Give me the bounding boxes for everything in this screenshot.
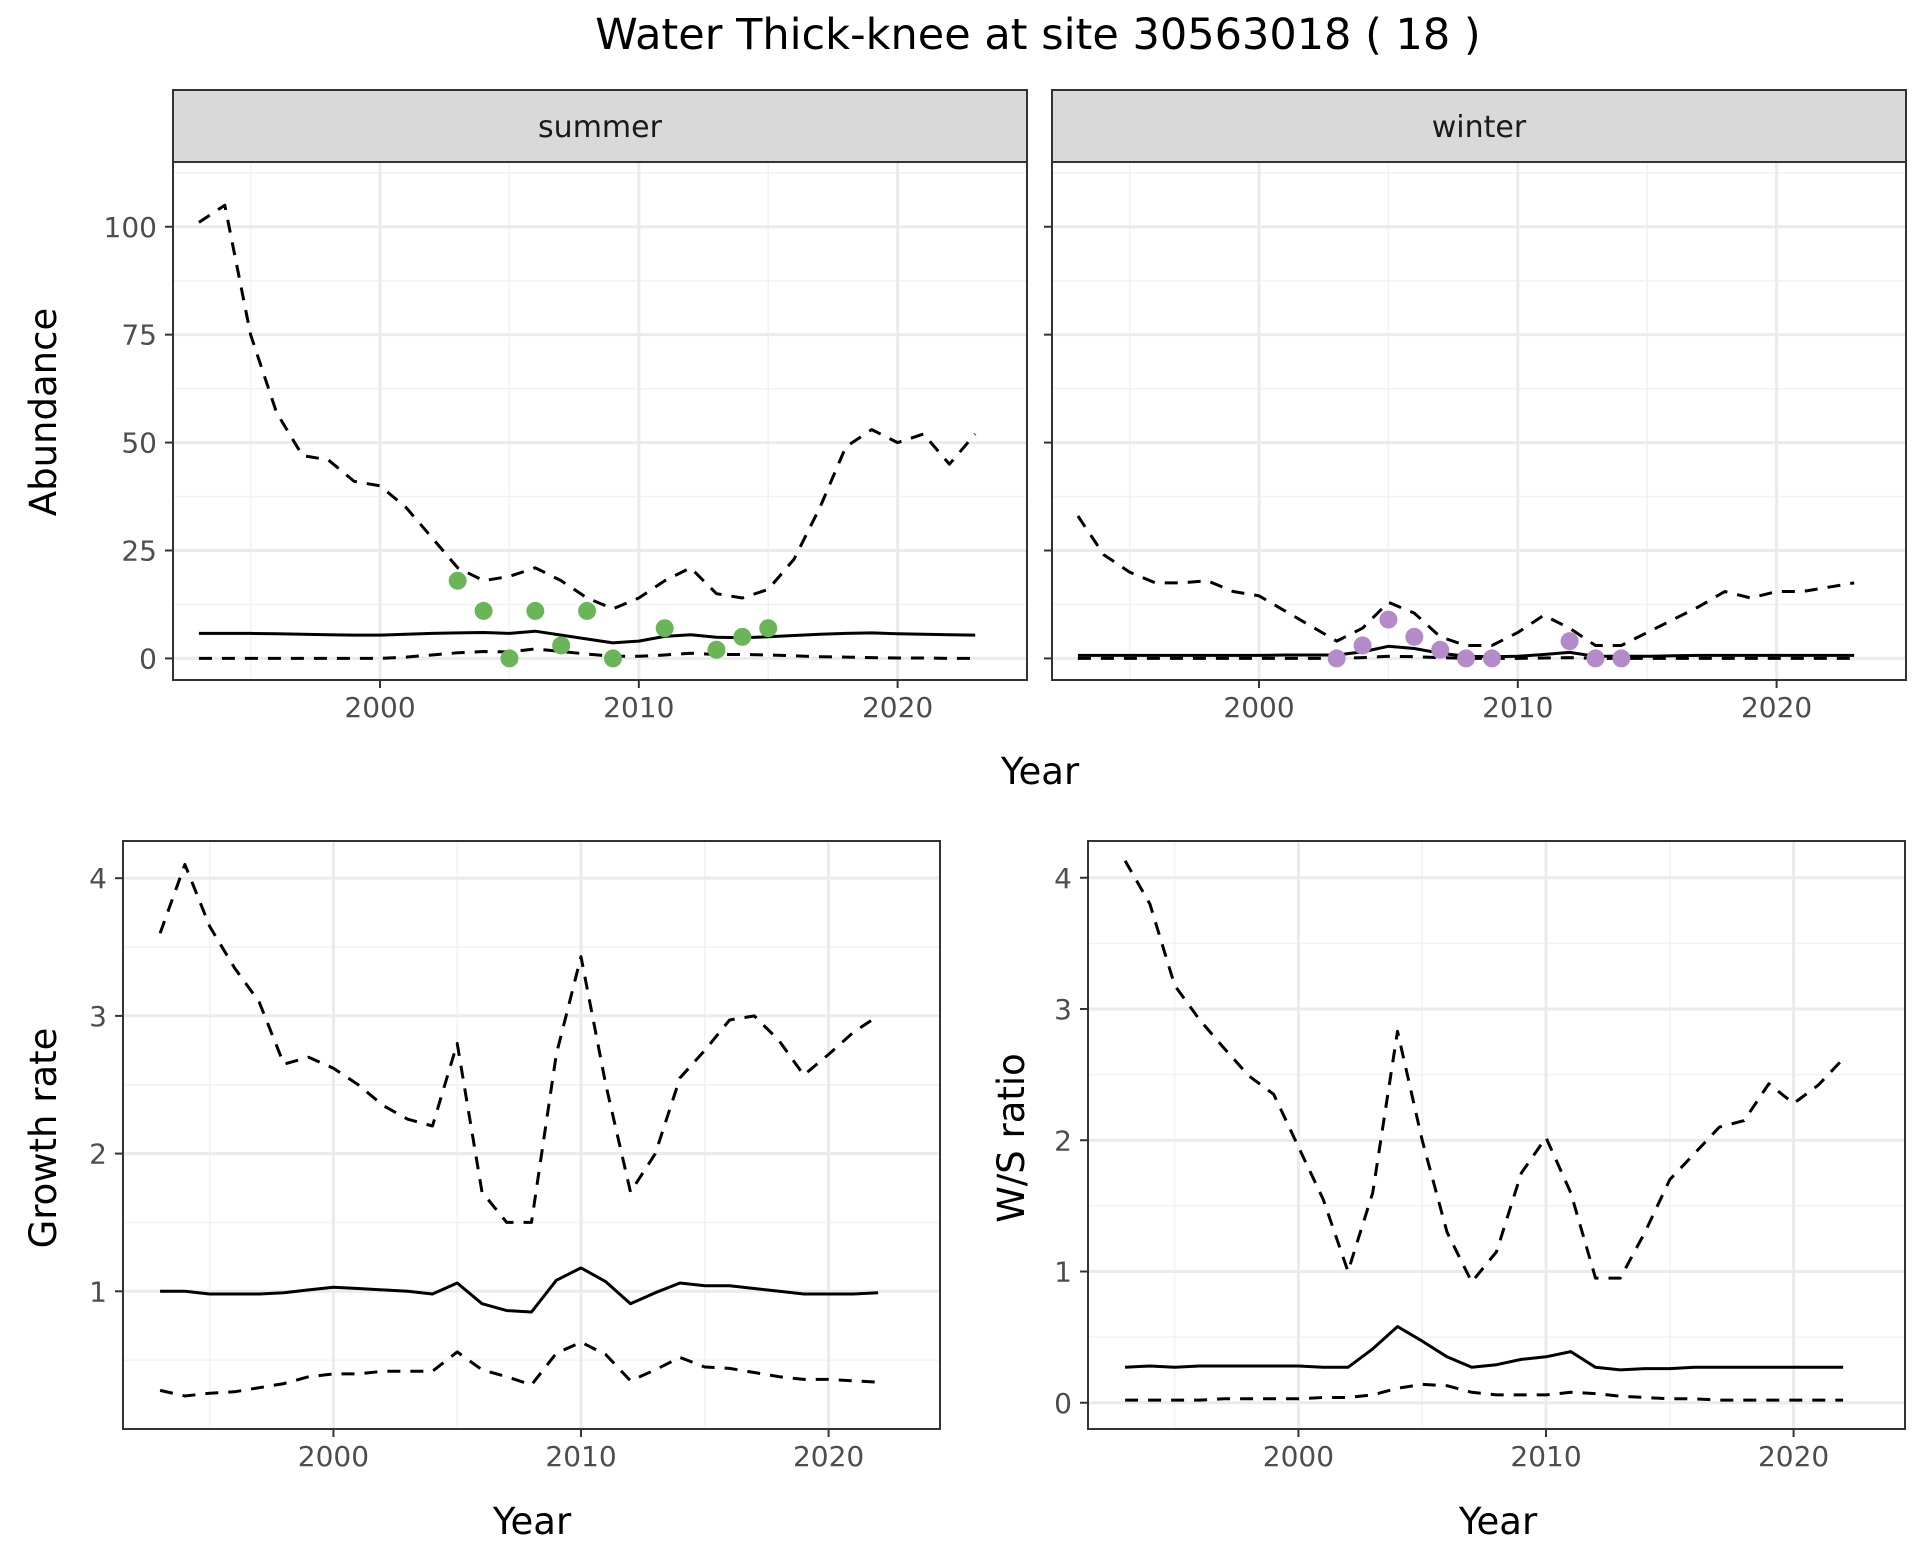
ws-y-tick-label: 0 xyxy=(1054,1387,1072,1420)
winter-observed-point xyxy=(1482,649,1501,668)
summer-observed-point xyxy=(526,601,545,620)
growth-y-tick-label: 1 xyxy=(89,1275,107,1308)
abundance-y-axis-label: Abundance xyxy=(22,308,65,516)
growth-upper-line xyxy=(158,862,879,1224)
summer-lower-line xyxy=(198,647,976,660)
winter-observed-point xyxy=(1612,649,1631,668)
ws-x-tick-label: 2020 xyxy=(1758,1440,1829,1473)
growth-y-tick-label: 4 xyxy=(89,862,107,895)
summer-observed-point xyxy=(655,619,674,638)
summer-y-tick-label: 75 xyxy=(121,319,157,352)
summer-y-tick-label: 50 xyxy=(121,427,157,460)
growth-x-tick-label: 2020 xyxy=(793,1440,864,1473)
figure-title: Water Thick-knee at site 30563018 ( 18 ) xyxy=(595,10,1480,60)
winter-upper-line xyxy=(1076,515,1855,647)
winter-observed-point xyxy=(1379,610,1398,629)
winter-panel-border xyxy=(1051,161,1907,681)
winter-x-tick-label: 2010 xyxy=(1482,691,1553,724)
winter-x-tick-label: 2000 xyxy=(1223,691,1294,724)
growth-rate-y-axis-label: Growth rate xyxy=(22,1028,65,1249)
ws-y-tick-label: 4 xyxy=(1054,862,1072,895)
summer-observed-point xyxy=(500,649,519,668)
ws-lower-line xyxy=(1125,1382,1844,1402)
summer-observed-point xyxy=(603,649,622,668)
winter-observed-point xyxy=(1431,640,1450,659)
winter-observed-point xyxy=(1560,632,1579,651)
ws-ratio-x-axis-label: Year xyxy=(1458,1500,1538,1543)
summer-y-tick-label: 25 xyxy=(121,535,157,568)
summer-x-tick-label: 2000 xyxy=(344,691,415,724)
winter-strip-label: winter xyxy=(1432,110,1527,145)
summer-observed-point xyxy=(474,601,493,620)
growth-plot-area xyxy=(123,841,940,1429)
summer-strip xyxy=(172,89,1028,163)
summer-estimate-line xyxy=(198,629,976,645)
winter-strip xyxy=(1051,89,1907,163)
growth-panel-border xyxy=(122,840,941,1430)
ws-y-tick-label: 1 xyxy=(1054,1256,1072,1289)
ws-estimate-line xyxy=(1125,1325,1844,1372)
growth-x-tick-label: 2010 xyxy=(545,1440,616,1473)
summer-observed-point xyxy=(552,636,571,655)
winter-x-tick-label: 2020 xyxy=(1741,691,1812,724)
winter-observed-point xyxy=(1586,649,1605,668)
winter-observed-point xyxy=(1353,636,1372,655)
growth-estimate-line xyxy=(160,1266,879,1314)
ws-y-tick-label: 3 xyxy=(1054,993,1072,1026)
summer-x-tick-label: 2020 xyxy=(862,691,933,724)
summer-observed-point xyxy=(578,601,597,620)
ws-panel-border xyxy=(1087,840,1906,1430)
winter-observed-point xyxy=(1327,649,1346,668)
winter-observed-point xyxy=(1405,627,1424,646)
summer-panel-border xyxy=(172,161,1028,681)
abundance-summer-panel: summer 2000 2010 2020 0 25 50 75 100 xyxy=(104,89,1028,724)
ws-ratio-y-axis-label: W/S ratio xyxy=(990,1053,1033,1223)
growth-y-tick-label: 2 xyxy=(89,1138,107,1171)
abundance-winter-panel: winter 2000 2010 2020 xyxy=(1044,89,1907,724)
winter-observed-point xyxy=(1457,649,1476,668)
ws-ratio-panel: 2000 2010 2020 0 1 2 3 4 xyxy=(1054,840,1906,1473)
growth-lower-line xyxy=(159,1340,879,1398)
summer-y-tick-label: 100 xyxy=(104,211,157,244)
ws-y-tick-label: 2 xyxy=(1054,1124,1072,1157)
winter-lower-line xyxy=(1077,654,1855,660)
ws-x-tick-label: 2010 xyxy=(1510,1440,1581,1473)
summer-strip-label: summer xyxy=(538,110,663,145)
growth-x-tick-label: 2000 xyxy=(298,1440,369,1473)
abundance-x-axis-label: Year xyxy=(1000,750,1080,793)
growth-rate-x-axis-label: Year xyxy=(492,1500,572,1543)
summer-y-tick-label: 0 xyxy=(139,642,157,675)
summer-x-tick-label: 2010 xyxy=(603,691,674,724)
summer-observed-point xyxy=(448,571,467,590)
ws-x-tick-label: 2000 xyxy=(1263,1440,1334,1473)
summer-observed-point xyxy=(707,640,726,659)
summer-plot-area xyxy=(173,162,1027,680)
growth-y-tick-label: 3 xyxy=(89,1000,107,1033)
growth-rate-panel: 2000 2010 2020 1 2 3 4 xyxy=(89,840,941,1473)
summer-observed-point xyxy=(733,627,752,646)
ws-plot-area xyxy=(1088,841,1905,1429)
summer-observed-point xyxy=(759,619,778,638)
